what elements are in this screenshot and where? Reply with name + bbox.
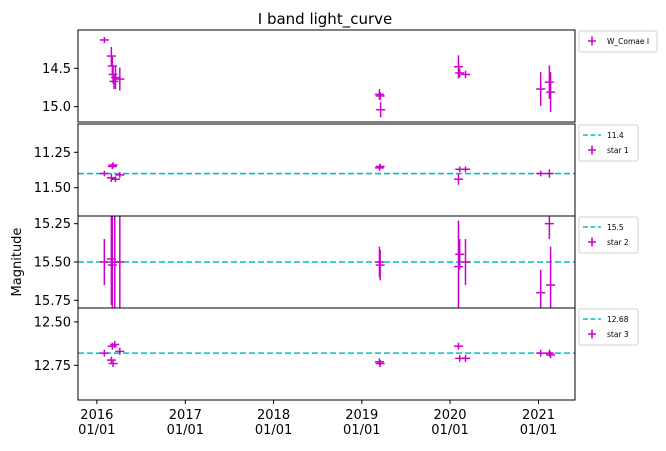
panels-group: 14.515.011.2511.5015.2515.5015.7512.5012… bbox=[34, 29, 576, 401]
legend-point-swatch bbox=[588, 36, 596, 46]
plot-area bbox=[99, 36, 556, 118]
x-tick-label: 2021 bbox=[522, 408, 555, 423]
data-point bbox=[536, 349, 546, 357]
data-point bbox=[544, 65, 554, 99]
y-tick-label: 12.75 bbox=[34, 359, 71, 374]
legend-label: 12.68 bbox=[607, 315, 629, 324]
data-point bbox=[453, 220, 463, 308]
x-tick-label: 2019 bbox=[345, 408, 378, 423]
x-tick-label: 01/01 bbox=[343, 423, 380, 438]
data-point bbox=[375, 360, 385, 368]
legend-2: 11.4 star 1 bbox=[578, 124, 639, 162]
x-tick-label: 01/01 bbox=[520, 423, 557, 438]
data-point bbox=[544, 216, 554, 239]
data-point bbox=[455, 68, 465, 78]
data-point bbox=[376, 102, 386, 118]
chart-title: I band light_curve bbox=[258, 10, 392, 29]
panel-4: 12.50 12.75 bbox=[34, 307, 576, 401]
panel-frame bbox=[77, 29, 576, 123]
data-point bbox=[536, 72, 546, 106]
x-tick-label: 01/01 bbox=[255, 423, 292, 438]
legends-group: W_Comae I 11.4 star 1 15.5 star 2 12.68 star 3 bbox=[578, 30, 658, 346]
data-point bbox=[460, 70, 470, 79]
data-point bbox=[460, 354, 470, 362]
panel-1: 14.5 15.0 bbox=[42, 29, 576, 123]
data-point bbox=[375, 92, 385, 100]
data-point bbox=[375, 163, 385, 170]
plot-area bbox=[78, 216, 575, 308]
data-point bbox=[460, 166, 470, 173]
data-point bbox=[460, 239, 470, 285]
legend-label: W_Comae I bbox=[607, 37, 649, 46]
legend-label: star 3 bbox=[607, 330, 629, 339]
data-point bbox=[544, 169, 554, 178]
data-point bbox=[99, 36, 109, 44]
data-point bbox=[375, 249, 385, 281]
y-tick-label: 15.25 bbox=[34, 217, 71, 232]
data-point bbox=[546, 351, 556, 359]
data-point bbox=[453, 342, 463, 350]
legend-point-swatch bbox=[588, 237, 596, 247]
legend-1: W_Comae I bbox=[578, 30, 658, 53]
data-point bbox=[99, 349, 109, 357]
panel-2: 11.25 11.50 bbox=[34, 123, 576, 217]
legend-label: star 1 bbox=[607, 146, 629, 155]
data-point bbox=[536, 170, 546, 177]
y-tick-label: 14.5 bbox=[42, 62, 71, 77]
legend-label: 11.4 bbox=[607, 131, 624, 140]
data-point bbox=[106, 46, 116, 66]
data-point bbox=[109, 73, 119, 90]
data-point bbox=[546, 72, 556, 113]
data-point bbox=[110, 176, 120, 183]
data-point bbox=[453, 173, 463, 185]
x-axis-ticks: 201601/01201701/01201801/01201901/012020… bbox=[78, 400, 557, 438]
x-tick-label: 01/01 bbox=[431, 423, 468, 438]
x-tick-label: 2017 bbox=[169, 408, 202, 423]
x-tick-label: 2016 bbox=[80, 408, 113, 423]
data-point bbox=[115, 67, 125, 91]
x-tick-label: 2018 bbox=[257, 408, 290, 423]
data-point bbox=[536, 269, 546, 308]
panel-frame bbox=[77, 307, 576, 401]
data-point bbox=[108, 360, 118, 368]
y-tick-label: 15.50 bbox=[34, 256, 71, 271]
legend-label: 15.5 bbox=[607, 223, 624, 232]
y-tick-label: 15.75 bbox=[34, 294, 71, 309]
x-tick-label: 01/01 bbox=[167, 423, 204, 438]
legend-point-swatch bbox=[588, 329, 596, 339]
data-point bbox=[455, 239, 465, 270]
x-tick-label: 2020 bbox=[433, 408, 466, 423]
legend-point-swatch bbox=[588, 145, 596, 155]
data-point bbox=[106, 356, 116, 364]
data-point bbox=[115, 216, 125, 308]
x-tick-label: 01/01 bbox=[78, 423, 115, 438]
legend-label: star 2 bbox=[607, 238, 629, 247]
y-tick-label: 11.50 bbox=[34, 181, 71, 196]
plot-area bbox=[78, 162, 575, 185]
data-point bbox=[106, 173, 116, 183]
panel-3: 15.25 15.50 15.75 bbox=[34, 215, 576, 309]
y-tick-label: 15.0 bbox=[42, 100, 71, 115]
panel-frame bbox=[77, 123, 576, 217]
data-point bbox=[115, 172, 125, 178]
data-point bbox=[110, 66, 120, 90]
plot-area bbox=[78, 340, 575, 368]
legend-4: 12.68 star 3 bbox=[578, 308, 639, 346]
data-point bbox=[99, 239, 109, 285]
legend-3: 15.5 star 2 bbox=[578, 216, 639, 254]
data-point bbox=[546, 246, 556, 308]
y-tick-label: 11.25 bbox=[34, 146, 71, 161]
y-tick-label: 12.50 bbox=[34, 315, 71, 330]
y-axis-label: Magnitude bbox=[10, 228, 25, 297]
data-point bbox=[99, 170, 109, 177]
data-point bbox=[110, 340, 120, 348]
data-point bbox=[108, 162, 118, 168]
data-point bbox=[115, 347, 125, 355]
data-point bbox=[453, 55, 463, 79]
